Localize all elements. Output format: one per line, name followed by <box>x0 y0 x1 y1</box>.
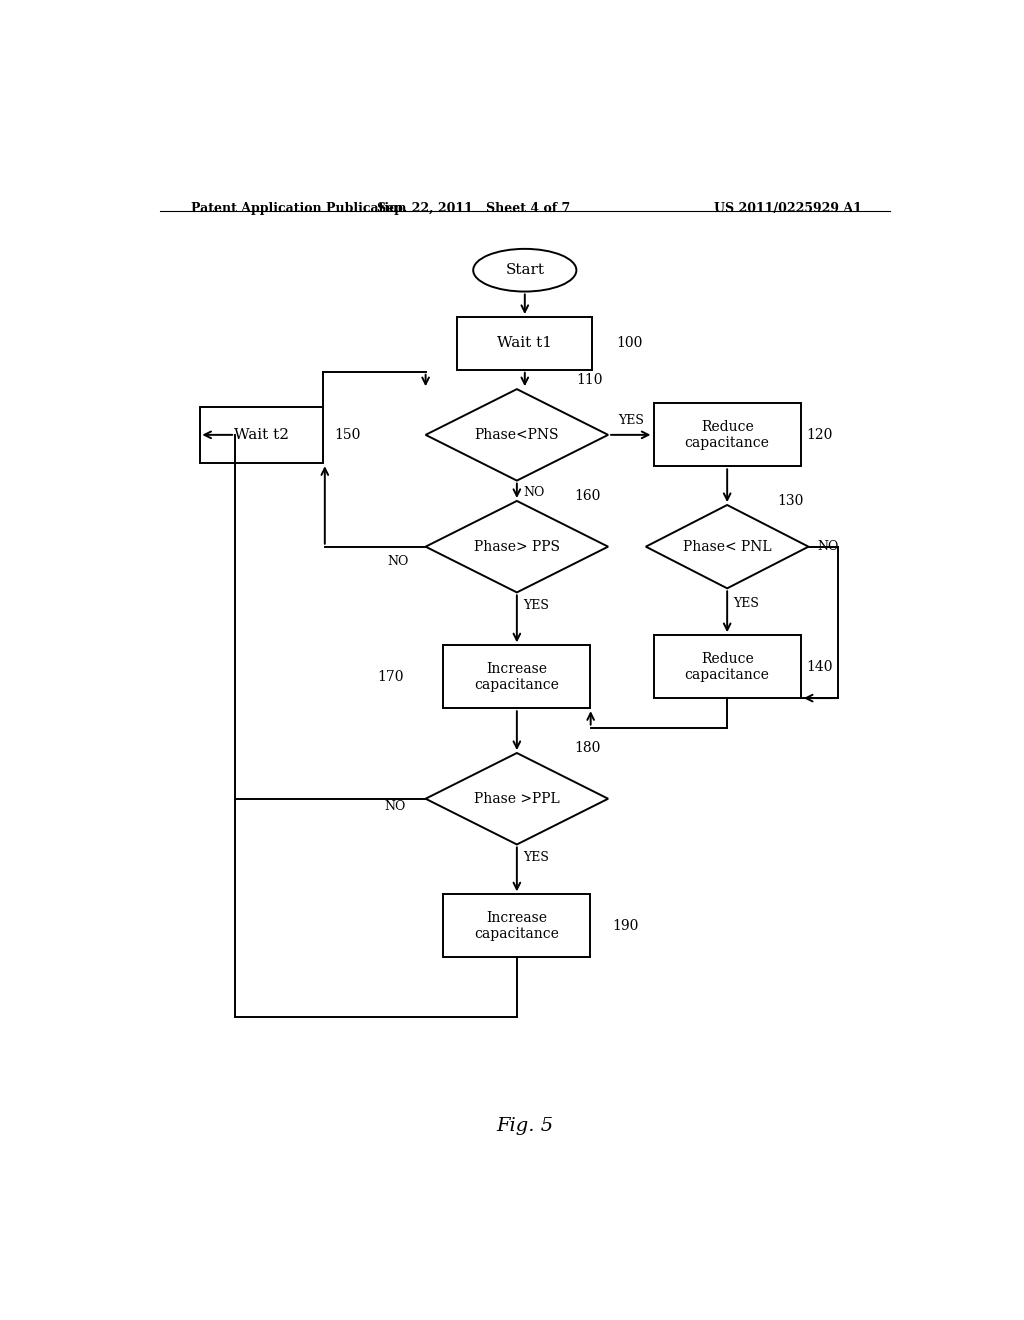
Text: NO: NO <box>387 554 409 568</box>
Text: 180: 180 <box>574 741 601 755</box>
Text: Phase< PNL: Phase< PNL <box>683 540 771 553</box>
Text: Start: Start <box>505 263 545 277</box>
Text: 110: 110 <box>577 374 603 387</box>
Text: 130: 130 <box>777 494 804 508</box>
Text: Phase<PNS: Phase<PNS <box>474 428 559 442</box>
Text: Increase
capacitance: Increase capacitance <box>474 661 559 692</box>
Text: 170: 170 <box>378 669 404 684</box>
Text: Wait t2: Wait t2 <box>233 428 289 442</box>
Text: Phase> PPS: Phase> PPS <box>474 540 560 553</box>
Text: 190: 190 <box>612 919 639 933</box>
Text: 140: 140 <box>807 660 834 673</box>
Text: 100: 100 <box>616 337 642 350</box>
Text: Sep. 22, 2011   Sheet 4 of 7: Sep. 22, 2011 Sheet 4 of 7 <box>377 202 569 215</box>
Text: 150: 150 <box>334 428 360 442</box>
Text: YES: YES <box>523 851 549 865</box>
Text: NO: NO <box>384 800 406 813</box>
Text: YES: YES <box>523 599 549 612</box>
Text: Reduce
capacitance: Reduce capacitance <box>685 652 770 681</box>
Text: NO: NO <box>523 486 545 499</box>
Text: Wait t1: Wait t1 <box>498 337 552 350</box>
Text: US 2011/0225929 A1: US 2011/0225929 A1 <box>714 202 862 215</box>
Text: 120: 120 <box>807 428 833 442</box>
Text: Reduce
capacitance: Reduce capacitance <box>685 420 770 450</box>
Text: 160: 160 <box>574 488 600 503</box>
Text: Phase >PPL: Phase >PPL <box>474 792 560 805</box>
Text: Patent Application Publication: Patent Application Publication <box>191 202 407 215</box>
Text: Fig. 5: Fig. 5 <box>497 1117 553 1135</box>
Text: NO: NO <box>817 540 839 553</box>
Text: YES: YES <box>618 413 644 426</box>
Text: YES: YES <box>733 597 759 610</box>
Text: Increase
capacitance: Increase capacitance <box>474 911 559 941</box>
